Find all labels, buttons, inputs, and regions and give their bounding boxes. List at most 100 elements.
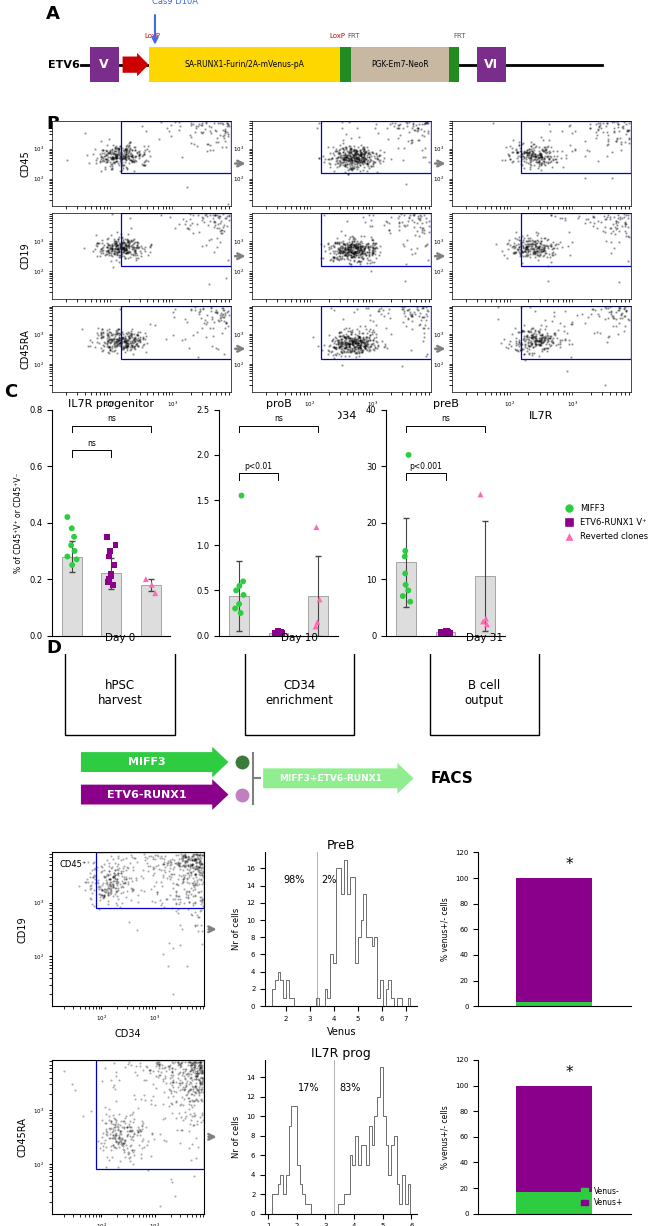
- Point: [362, 324, 372, 343]
- Point: [532, 238, 543, 257]
- Point: [329, 237, 339, 256]
- Point: [524, 330, 534, 349]
- Point: [348, 141, 359, 161]
- Point: [407, 119, 417, 139]
- Point: [194, 222, 204, 242]
- Point: [525, 234, 535, 254]
- Point: [168, 857, 179, 877]
- Point: [194, 861, 204, 880]
- Point: [103, 238, 114, 257]
- Point: [337, 237, 348, 256]
- Point: [335, 335, 345, 354]
- Point: [337, 238, 348, 257]
- Point: [132, 330, 142, 349]
- Point: [130, 233, 140, 253]
- Point: [96, 329, 107, 348]
- Point: [133, 336, 143, 356]
- Point: [540, 329, 551, 348]
- Point: [337, 245, 347, 265]
- Point: [348, 342, 359, 362]
- Point: [320, 150, 330, 169]
- Point: [397, 297, 408, 316]
- Point: [108, 148, 118, 168]
- Point: [557, 208, 567, 228]
- Point: [528, 143, 539, 163]
- Point: [142, 1057, 153, 1076]
- Point: [539, 153, 549, 173]
- Point: [187, 856, 197, 875]
- Point: [528, 238, 538, 257]
- Point: [118, 883, 128, 902]
- Point: [519, 151, 530, 170]
- Point: [359, 337, 369, 357]
- Point: [525, 148, 536, 168]
- Point: [355, 338, 365, 358]
- Point: [119, 1130, 129, 1150]
- Point: [367, 230, 378, 250]
- Point: [530, 320, 540, 340]
- Point: [361, 331, 371, 351]
- Point: [125, 242, 135, 261]
- Point: [70, 541, 80, 560]
- Point: [343, 249, 353, 268]
- Point: [188, 873, 198, 893]
- Point: [518, 237, 528, 256]
- Point: [172, 855, 182, 874]
- Point: [183, 1074, 194, 1094]
- Point: [132, 332, 142, 352]
- Point: [324, 237, 335, 256]
- Point: [145, 146, 155, 166]
- Point: [580, 146, 590, 166]
- Point: [96, 324, 107, 343]
- Point: [100, 1058, 110, 1078]
- Point: [619, 213, 630, 233]
- Point: [332, 239, 343, 259]
- Point: [124, 141, 134, 161]
- Point: [196, 847, 206, 867]
- Point: [142, 853, 152, 873]
- Point: [106, 877, 116, 896]
- Point: [549, 146, 559, 166]
- Point: [402, 309, 413, 329]
- Point: [511, 341, 521, 360]
- Point: [195, 1060, 205, 1080]
- Point: [521, 147, 531, 167]
- Point: [530, 237, 541, 256]
- Point: [190, 852, 201, 872]
- Point: [122, 337, 132, 357]
- Point: [194, 857, 204, 877]
- Point: [176, 848, 186, 868]
- Point: [343, 136, 354, 156]
- Point: [529, 147, 539, 167]
- Point: [360, 336, 370, 356]
- Point: [168, 1078, 178, 1097]
- Point: [359, 335, 369, 354]
- Point: [368, 243, 378, 262]
- Point: [179, 893, 190, 912]
- Point: [177, 331, 187, 351]
- Point: [130, 242, 140, 261]
- Point: [102, 325, 112, 345]
- Point: [330, 346, 341, 365]
- Point: [349, 342, 359, 362]
- Point: [363, 143, 373, 163]
- Point: [367, 333, 377, 353]
- Point: [346, 159, 357, 179]
- Point: [445, 623, 456, 642]
- Point: [200, 314, 211, 333]
- Point: [142, 1132, 153, 1151]
- Point: [371, 331, 382, 351]
- Point: [527, 142, 538, 162]
- Point: [544, 130, 554, 150]
- Point: [130, 240, 140, 260]
- Point: [347, 246, 358, 266]
- Point: [540, 235, 551, 255]
- Point: [523, 333, 533, 353]
- Point: [187, 850, 198, 869]
- Point: [523, 145, 533, 164]
- Point: [609, 123, 619, 142]
- Point: [108, 1121, 118, 1140]
- Point: [519, 326, 529, 346]
- Point: [77, 1106, 88, 1125]
- Point: [356, 338, 367, 358]
